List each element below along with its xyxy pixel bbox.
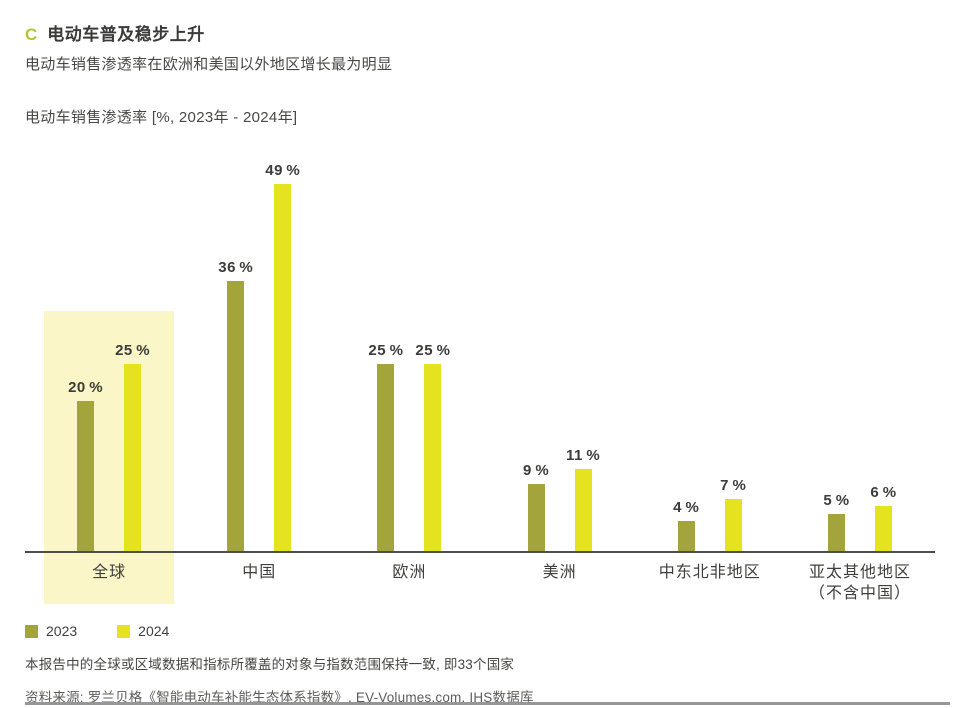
- bar-value-label: 6 %: [870, 484, 897, 501]
- bar-2024: 11 %: [566, 447, 600, 551]
- bar-pair: 9 % 11 %: [485, 148, 635, 551]
- legend-swatch-icon: [117, 624, 131, 638]
- bar-value-label: 5 %: [823, 491, 850, 509]
- bar-2024: 49 %: [265, 162, 300, 551]
- bar-value-label: 9 %: [523, 461, 550, 479]
- bar-2023: 25 %: [368, 342, 403, 551]
- category-label: 全球: [92, 564, 127, 581]
- chart-legend: 2023 2024: [25, 623, 935, 639]
- bar-value-label: 25 %: [368, 341, 404, 359]
- bar-value-label: 7 %: [720, 476, 747, 494]
- bar-value-label: 49 %: [265, 161, 301, 179]
- x-axis-line: [25, 551, 935, 553]
- bar-value-label: 11 %: [565, 446, 601, 464]
- chart-subtitle: 电动车销售渗透率在欧洲和美国以外地区增长最为明显: [25, 56, 393, 73]
- category-label: 美洲: [542, 564, 577, 581]
- bar-group: 5 % 6 % 亚太其他地区 （不含中国）: [785, 148, 935, 613]
- bar-value-label: 25 %: [115, 341, 151, 359]
- category-label: 中东北非地区: [658, 564, 761, 581]
- bar-group: 9 % 11 % 美洲: [485, 148, 635, 613]
- bottom-divider: [25, 702, 950, 705]
- bar-2023: 36 %: [218, 259, 253, 551]
- chart-header: C 电动车普及稳步上升: [25, 20, 935, 45]
- legend-label: 2024: [138, 623, 170, 639]
- section-marker: C: [25, 25, 38, 44]
- bar-group: 20 % 25 % 全球: [34, 148, 184, 613]
- bar-chart: 20 % 25 % 全球 36 % 49 % 中国 25 % 25 % 欧洲 9 % 11 % 美洲 4…: [25, 148, 935, 613]
- bar-2024: 25 %: [415, 342, 450, 551]
- bar-2023: 20 %: [68, 379, 103, 551]
- category-label: 亚太其他地区 （不含中国）: [808, 564, 911, 602]
- legend-item-2023: 2023: [25, 623, 77, 639]
- bar-pair: 5 % 6 %: [785, 148, 935, 551]
- category-label: 中国: [242, 564, 277, 581]
- bar-pair: 20 % 25 %: [34, 148, 184, 551]
- bar-2024: 25 %: [115, 342, 150, 551]
- bar-2023: 5 %: [823, 492, 849, 551]
- measure-label: 电动车销售渗透率 [%, 2023年 - 2024年]: [25, 109, 298, 126]
- bar-group: 25 % 25 % 欧洲: [334, 148, 484, 613]
- bar-group: 36 % 49 % 中国: [184, 148, 334, 613]
- bar-value-label: 4 %: [673, 499, 700, 516]
- bar-value-label: 25 %: [415, 341, 451, 359]
- bar-2023: 9 %: [523, 462, 549, 551]
- bar-value-label: 20 %: [68, 379, 104, 396]
- legend-swatch-icon: [25, 624, 38, 638]
- category-label: 欧洲: [392, 564, 427, 581]
- source-note: 资料来源: 罗兰贝格《智能电动车补能生态体系指数》, EV-Volumes.co…: [25, 690, 534, 705]
- highlight-band: [44, 311, 175, 604]
- footnote: 本报告中的全球或区域数据和指标所覆盖的对象与指数范围保持一致, 即33个国家: [25, 657, 515, 672]
- bar-2024: 6 %: [870, 484, 896, 551]
- bar-pair: 25 % 25 %: [334, 148, 484, 551]
- legend-label: 2023: [46, 623, 78, 639]
- legend-item-2024: 2024: [117, 623, 169, 639]
- bar-2024: 7 %: [720, 477, 746, 551]
- bar-pair: 36 % 49 %: [184, 148, 334, 551]
- page-title: 电动车普及稳步上升: [47, 25, 205, 44]
- bar-2023: 4 %: [673, 499, 699, 551]
- chart-plot-area: 20 % 25 % 全球 36 % 49 % 中国 25 % 25 % 欧洲 9 % 11 % 美洲 4…: [25, 148, 935, 613]
- bar-pair: 4 % 7 %: [635, 148, 785, 551]
- bar-group: 4 % 7 % 中东北非地区: [635, 148, 785, 613]
- bar-value-label: 36 %: [218, 259, 254, 276]
